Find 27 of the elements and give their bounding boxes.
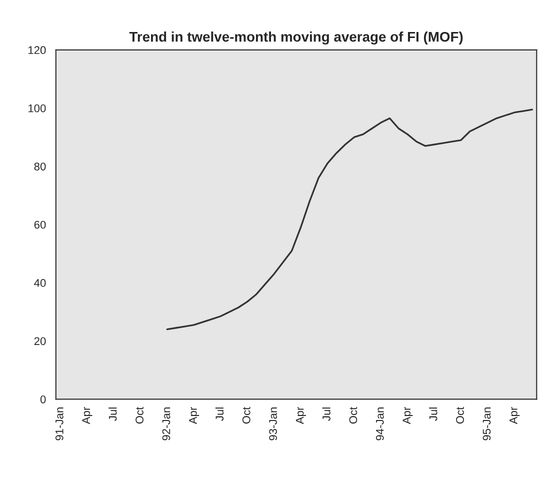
x-tick-label: Oct	[136, 406, 144, 424]
x-tick-label: Jul	[108, 408, 117, 421]
x-tick-label: 93-Jan	[269, 408, 277, 440]
x-tick-label: Apr	[510, 407, 520, 424]
x-tick-label: Apr	[82, 407, 92, 424]
x-tick-label: Jul	[322, 408, 330, 421]
line-series	[166, 108, 534, 330]
y-tick-label: 0	[40, 395, 46, 404]
y-tick-label: 100	[28, 104, 46, 112]
y-tick-label: 120	[28, 46, 46, 54]
y-tick-label: 80	[34, 162, 46, 170]
x-tick-label: 92-Jan	[162, 408, 170, 440]
x-tick-label: Apr	[189, 407, 200, 424]
y-tick-label: 40	[34, 279, 46, 287]
x-tick-label: 95-Jan	[482, 408, 491, 440]
x-tick-label: Oct	[456, 406, 464, 424]
chart-title: Trend in twelve-month moving average of FI (MOF)	[129, 32, 463, 45]
y-tick-label: 60	[34, 220, 46, 229]
x-tick-label: Jul	[429, 408, 438, 421]
y-tick-label: 20	[34, 337, 46, 346]
x-tick-label: Apr	[296, 407, 306, 424]
x-tick-label: 91-Jan	[55, 408, 64, 440]
x-tick-label: Apr	[402, 407, 413, 424]
x-tick-label: Oct	[349, 406, 358, 424]
x-tick-label: Jul	[215, 408, 224, 421]
x-tick-label: Oct	[242, 406, 250, 424]
x-tick-label: 94-Jan	[376, 408, 384, 440]
